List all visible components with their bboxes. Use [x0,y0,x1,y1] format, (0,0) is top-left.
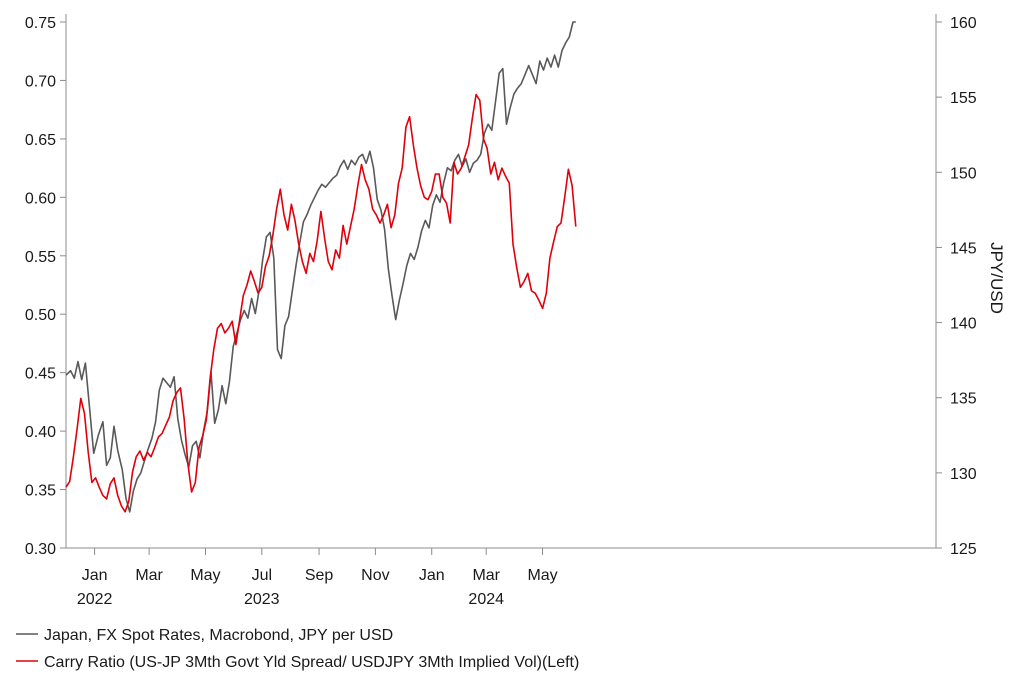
y-tick-label-right: 145 [950,240,977,257]
x-tick-label: Mar [135,567,163,584]
x-tick-label: May [527,567,557,584]
x-year-label: 2024 [468,591,504,608]
x-year-label: 2022 [77,591,113,608]
x-tick-label: Jul [252,567,272,584]
series-layer [65,21,577,513]
x-tick-label: Mar [472,567,500,584]
y-tick-label-left: 0.30 [25,541,56,558]
y-tick-label-right: 130 [950,466,977,483]
y-tick-label-right: 125 [950,541,977,558]
y-tick-label-left: 0.35 [25,483,56,500]
y-tick-label-right: 140 [950,316,977,333]
y-tick-label-left: 0.45 [25,366,56,383]
y-tick-label-left: 0.40 [25,424,56,441]
x-tick-label: Jan [419,567,445,584]
legend: Japan, FX Spot Rates, Macrobond, JPY per… [16,627,579,671]
x-tick-label: Jan [82,567,108,584]
y-tick-label-left: 0.65 [25,132,56,149]
y-axis-right-title: JPY/USD [987,242,1006,314]
y-tick-label-left: 0.60 [25,190,56,207]
y-tick-label-left: 0.75 [25,15,56,32]
series-line-jpy-usd [65,21,576,513]
y-tick-label-right: 150 [950,165,977,182]
y-tick-label-right: 160 [950,15,977,32]
x-tick-label: Sep [305,567,334,584]
x-tick-label: Nov [361,567,389,584]
y-tick-label-right: 135 [950,391,977,408]
legend-label-carry-ratio: Carry Ratio (US-JP 3Mth Govt Yld Spread/… [44,654,579,671]
y-tick-label-left: 0.55 [25,249,56,266]
y-tick-label-left: 0.50 [25,307,56,324]
axes: 0.30 0.35 0.40 0.45 0.50 0.55 0.60 0.65 0.70 0.75… [25,14,1006,608]
x-year-label: 2023 [244,591,280,608]
y-tick-label-left: 0.70 [25,73,56,90]
y-tick-label-right: 155 [950,90,977,107]
series-line-carry-ratio [65,93,577,513]
x-tick-label: May [190,567,220,584]
legend-label-jpy-usd: Japan, FX Spot Rates, Macrobond, JPY per… [44,627,393,644]
